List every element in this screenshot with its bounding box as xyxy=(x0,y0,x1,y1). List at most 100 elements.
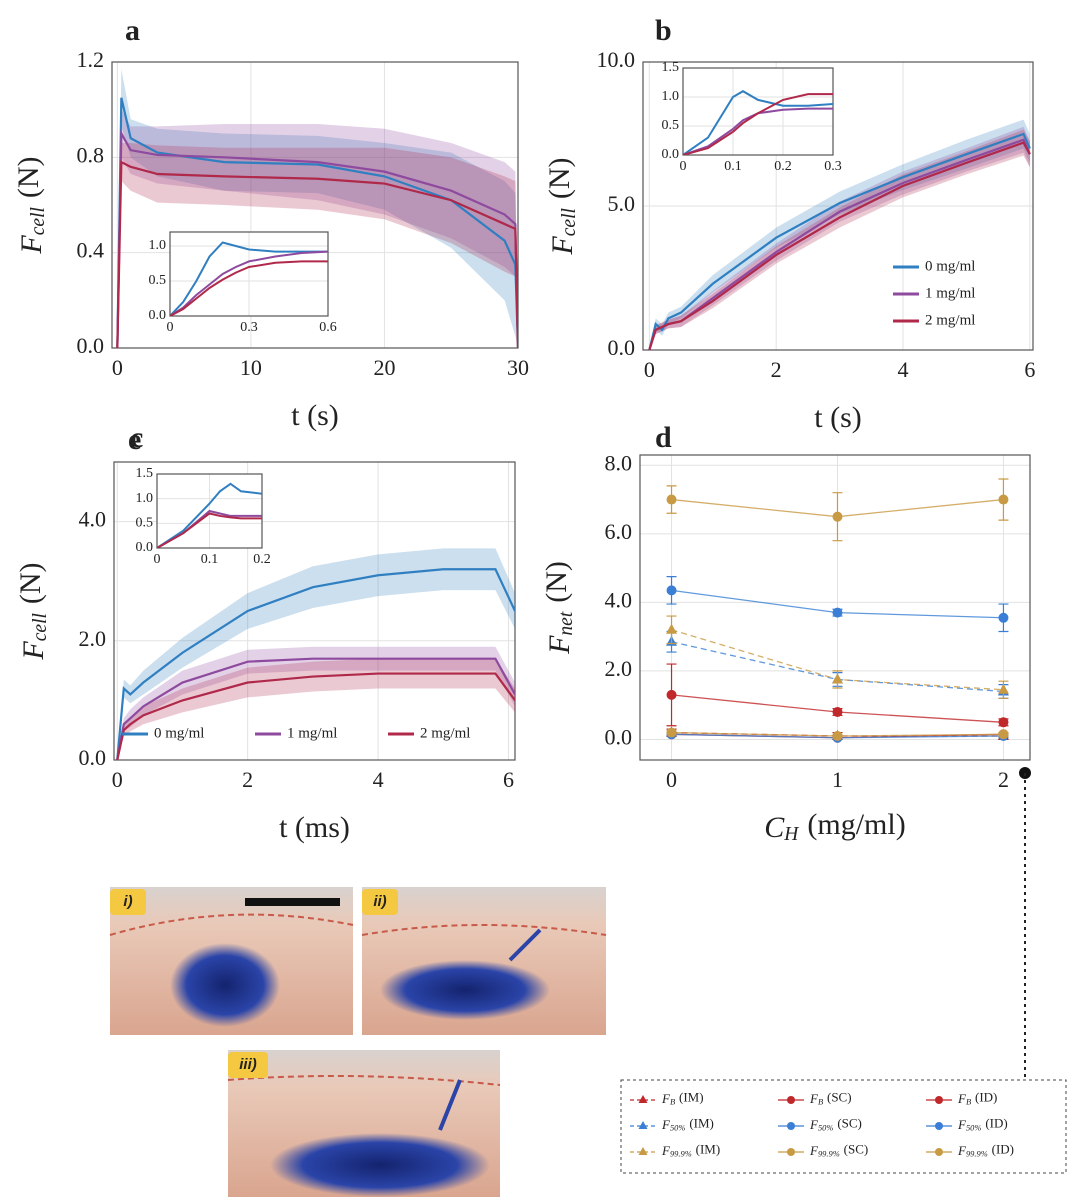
axis-label: t (s) xyxy=(814,401,862,434)
legend-marker xyxy=(638,1121,648,1129)
line xyxy=(648,141,1031,350)
subscript: net xyxy=(556,611,577,635)
subscript: B xyxy=(966,1096,971,1106)
legend-marker xyxy=(638,1095,648,1103)
y-tick-label: 0.5 xyxy=(136,516,154,531)
x-tick-label: 6 xyxy=(503,767,514,792)
y-tick-label: 6.0 xyxy=(605,519,633,544)
subscript: cell xyxy=(30,613,51,641)
confidence-band xyxy=(649,129,1030,350)
unit: (N) xyxy=(12,156,45,198)
legend-marker xyxy=(935,1096,943,1104)
photo-i: i) xyxy=(109,887,354,1035)
x-tick-label: 30 xyxy=(507,355,529,380)
subscript: 50% xyxy=(670,1122,685,1132)
x-tick-label: 0.3 xyxy=(824,159,842,174)
panel-title: c xyxy=(130,421,143,454)
y-tick-label: 0.0 xyxy=(662,147,680,162)
legend-label: 1 mg/ml xyxy=(925,285,975,301)
symbol: F xyxy=(543,635,576,655)
y-tick-label: 1.0 xyxy=(149,238,167,253)
frame xyxy=(682,67,834,156)
line xyxy=(648,132,1031,350)
legend-marker xyxy=(638,1147,648,1155)
legend-marker xyxy=(935,1122,943,1130)
marker xyxy=(998,494,1009,505)
confidence-band xyxy=(117,646,515,760)
subscript: 99.9% xyxy=(670,1148,692,1158)
legend-label: 2 mg/ml xyxy=(925,312,975,328)
line xyxy=(683,90,833,155)
subscript: 99.9% xyxy=(818,1148,840,1158)
line xyxy=(683,107,833,155)
line xyxy=(116,97,518,348)
x-tick-label: 0.6 xyxy=(319,320,337,335)
x-tick-label: 0 xyxy=(154,552,161,567)
y-tick-label: 2.0 xyxy=(605,656,633,681)
legend-label: 1 mg/ml xyxy=(287,725,337,741)
legend-box xyxy=(620,1079,1067,1174)
confidence-band xyxy=(649,126,1030,350)
y-tick-label: 1.0 xyxy=(136,491,154,506)
axis-label: Fcell (N) xyxy=(12,156,50,254)
unit: (N) xyxy=(543,157,576,199)
photo-label: iii) xyxy=(239,1056,257,1073)
frame xyxy=(642,61,1034,351)
marker xyxy=(832,607,843,618)
symbol: F xyxy=(661,1143,671,1158)
x-tick-label: 4 xyxy=(373,767,384,792)
x-tick-label: 0 xyxy=(167,320,174,335)
legend-marker xyxy=(787,1096,795,1104)
y-tick-label: 0.4 xyxy=(77,238,105,263)
legend-label: FB (IM) xyxy=(661,1090,704,1107)
legend-label: F99.9% (SC) xyxy=(809,1142,868,1159)
series-name: (SC) xyxy=(837,1116,862,1131)
y-tick-label: 0.0 xyxy=(77,333,105,358)
marker xyxy=(666,689,677,700)
axis-label: t (ms) xyxy=(279,811,350,844)
line xyxy=(116,129,518,348)
x-tick-label: 10 xyxy=(240,355,262,380)
marker xyxy=(831,673,843,684)
x-tick-label: 2 xyxy=(998,767,1009,792)
symbol: F xyxy=(957,1117,967,1132)
axis-label: Fcell (N) xyxy=(543,157,581,255)
subscript: H xyxy=(783,824,799,845)
series-name: (IM) xyxy=(696,1142,721,1157)
y-tick-label: 10.0 xyxy=(597,47,636,72)
y-tick-label: 1.2 xyxy=(77,47,105,72)
line xyxy=(170,241,328,316)
confidence-band xyxy=(117,143,518,348)
x-tick-label: 4 xyxy=(898,357,909,382)
symbol: F xyxy=(809,1117,819,1132)
x-tick-label: 0.1 xyxy=(724,159,742,174)
symbol: F xyxy=(957,1143,967,1158)
symbol: F xyxy=(957,1091,967,1106)
legend-label: F50% (SC) xyxy=(809,1116,862,1133)
marker xyxy=(666,585,677,596)
panel-title: a xyxy=(125,14,140,47)
frame xyxy=(639,454,1031,761)
symbol: F xyxy=(546,236,579,256)
x-tick-label: 0.1 xyxy=(201,552,219,567)
panel-title: d xyxy=(655,421,672,454)
panel-title: e xyxy=(128,423,141,456)
marker xyxy=(666,727,677,738)
confidence-band xyxy=(117,658,515,760)
photo-iii: iii) xyxy=(227,1050,501,1197)
legend-label: FB (SC) xyxy=(809,1090,852,1107)
frame xyxy=(111,61,519,349)
x-tick-label: 0.2 xyxy=(774,159,792,174)
x-tick-label: 0.2 xyxy=(253,552,271,567)
legend-label: F99.9% (IM) xyxy=(661,1142,720,1159)
marker xyxy=(832,707,843,718)
confidence-band xyxy=(649,119,1030,350)
marker xyxy=(832,511,843,522)
legend-label: FB (ID) xyxy=(957,1090,997,1107)
subscript: 50% xyxy=(966,1122,981,1132)
panel-title: b xyxy=(655,14,672,47)
symbol: F xyxy=(809,1091,819,1106)
y-tick-label: 0.0 xyxy=(605,724,633,749)
symbol: F xyxy=(15,235,48,255)
subscript: cell xyxy=(28,207,49,235)
